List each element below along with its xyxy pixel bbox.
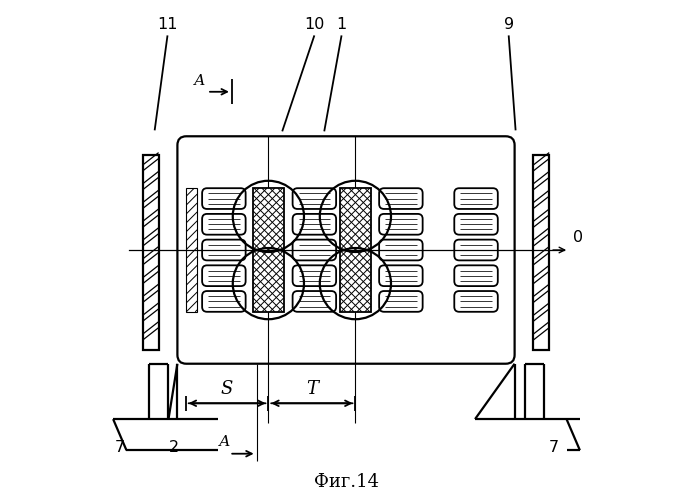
FancyBboxPatch shape [455, 266, 498, 286]
FancyBboxPatch shape [292, 240, 336, 260]
Bar [534, 155, 550, 350]
Text: А: А [194, 74, 205, 88]
Bar [253, 188, 283, 312]
FancyBboxPatch shape [379, 240, 423, 260]
FancyBboxPatch shape [202, 291, 245, 312]
FancyBboxPatch shape [202, 214, 245, 234]
Bar [186, 188, 198, 312]
FancyBboxPatch shape [455, 291, 498, 312]
FancyBboxPatch shape [202, 266, 245, 286]
FancyBboxPatch shape [455, 214, 498, 234]
FancyBboxPatch shape [292, 266, 336, 286]
FancyBboxPatch shape [455, 240, 498, 260]
Text: А: А [218, 435, 230, 449]
FancyBboxPatch shape [202, 240, 245, 260]
FancyBboxPatch shape [292, 291, 336, 312]
Text: 9: 9 [504, 18, 514, 32]
FancyBboxPatch shape [292, 188, 336, 209]
Text: S: S [221, 380, 234, 398]
Bar [143, 155, 159, 350]
FancyBboxPatch shape [379, 266, 423, 286]
Text: 2: 2 [169, 440, 179, 456]
Text: 1: 1 [336, 18, 346, 32]
FancyBboxPatch shape [379, 188, 423, 209]
Bar [340, 188, 371, 312]
Text: 0: 0 [573, 230, 583, 245]
FancyBboxPatch shape [379, 214, 423, 234]
Text: Фиг.14: Фиг.14 [314, 474, 379, 492]
FancyBboxPatch shape [455, 188, 498, 209]
Text: 7: 7 [549, 440, 559, 456]
Text: T: T [306, 380, 318, 398]
FancyBboxPatch shape [379, 291, 423, 312]
Text: 10: 10 [304, 18, 324, 32]
Text: 11: 11 [157, 18, 178, 32]
Text: 7: 7 [115, 440, 125, 456]
FancyBboxPatch shape [202, 188, 245, 209]
FancyBboxPatch shape [177, 136, 515, 364]
FancyBboxPatch shape [292, 214, 336, 234]
